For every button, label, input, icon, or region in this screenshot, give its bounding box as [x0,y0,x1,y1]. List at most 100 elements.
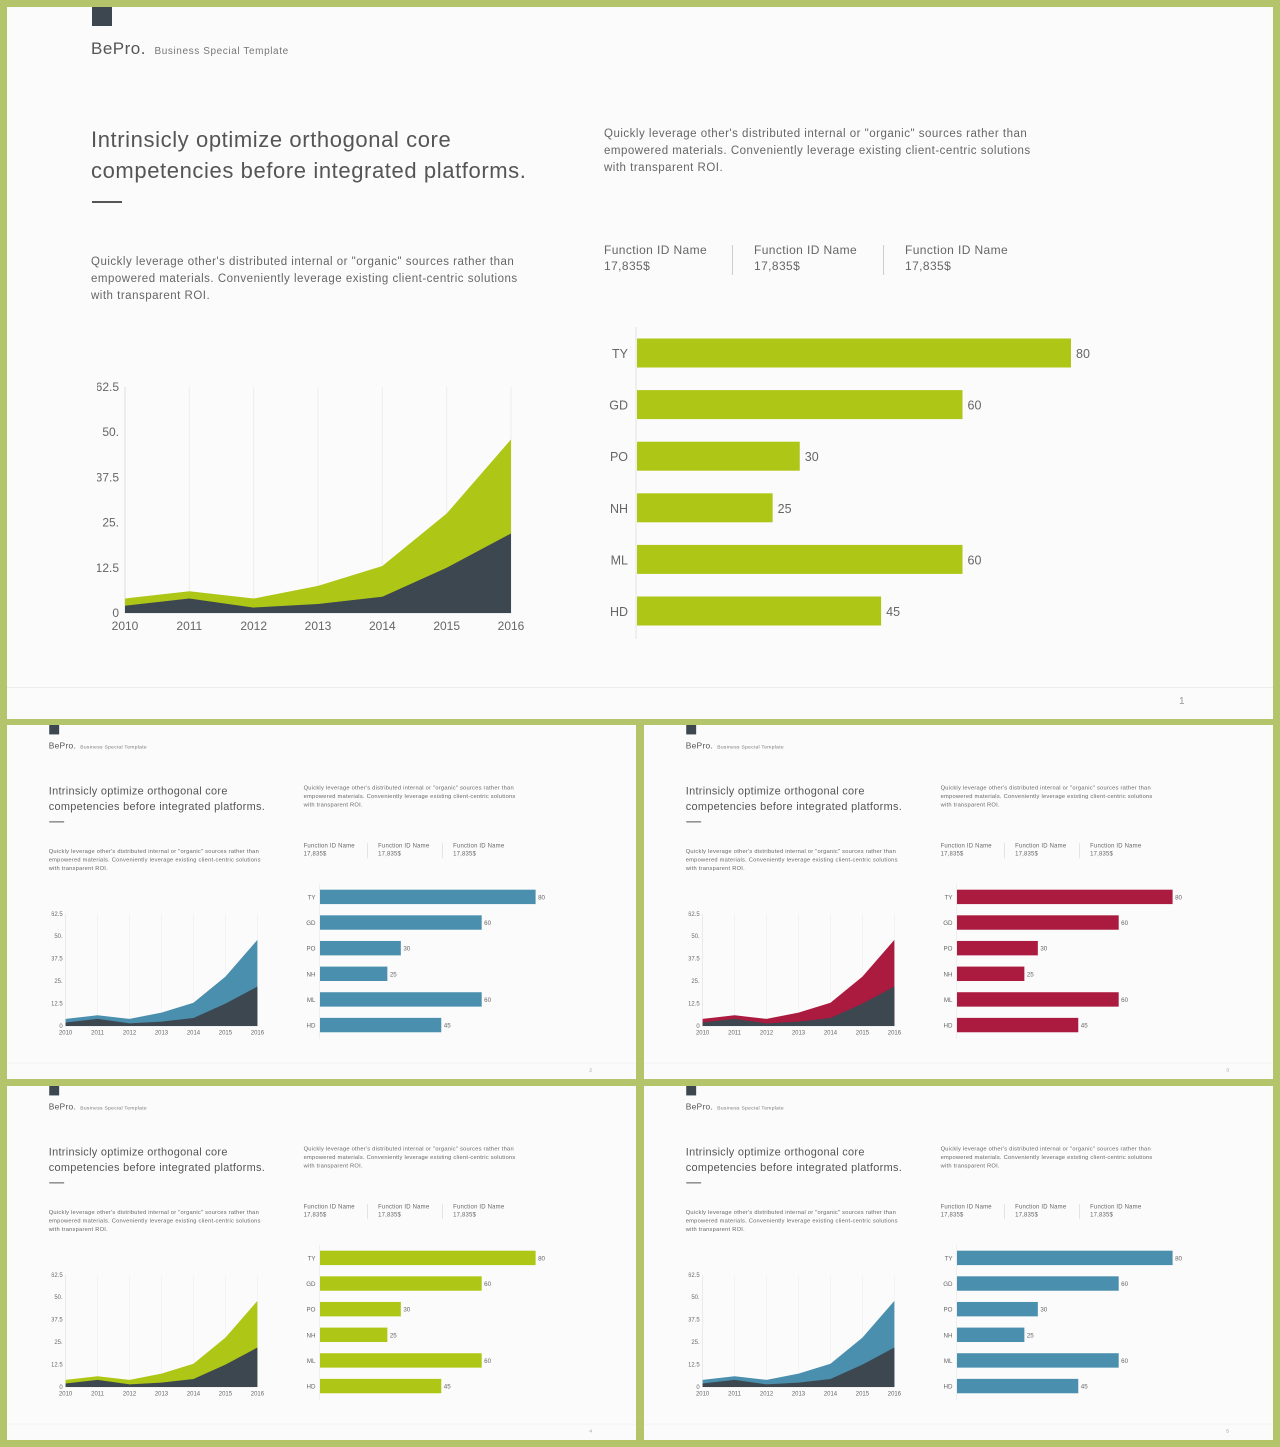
bar-value-label: 25 [1027,971,1034,978]
x-tick-label: 2016 [498,619,525,633]
slide-5[interactable]: BePro. Business Special Template Intrins… [644,1086,1273,1440]
y-tick-label: 0 [59,1024,63,1030]
brand-tagline: Business Special Template [717,744,784,750]
bar [956,889,1173,905]
headline: Intrinsicly optimize orthogonal core com… [685,1145,903,1174]
x-tick-label: 2013 [305,619,332,633]
top-text: Quickly leverage other's distributed int… [604,128,1031,174]
stat-item: Function ID Name 17,835$ [453,1203,504,1219]
bar [319,1250,536,1266]
brand-tagline: Business Special Template [717,1105,784,1111]
x-tick-label: 2010 [696,1031,710,1037]
bar-category-label: TY [612,347,629,361]
brand-name: BePro. [685,1101,714,1112]
bar [956,1017,1079,1033]
bar [319,915,482,930]
bar-category-label: NH [610,502,628,516]
bar [956,1301,1038,1317]
x-tick-label: 2016 [251,1031,265,1037]
slide-2[interactable]: BePro. Business Special Template Intrins… [7,725,636,1079]
stat-value: 17,835$ [604,259,651,273]
bar-value-label: 45 [444,1384,451,1391]
x-tick-label: 2010 [59,1031,73,1037]
stat-item: Function ID Name 17,835$ [1015,1203,1066,1219]
stat-value: 17,835$ [453,1211,477,1219]
brand: BePro. Business Special Template [49,741,147,751]
brand-name: BePro. [48,740,77,751]
bar-category-label: NH [944,971,953,978]
y-tick-label: 12.5 [689,1002,701,1008]
bar-category-label: TY [945,894,953,901]
x-tick-label: 2014 [824,1392,838,1398]
bar-value-label: 80 [538,894,545,901]
slide-4[interactable]: BePro. Business Special Template Intrins… [7,1086,636,1440]
bar [956,1276,1119,1291]
bar-value-label: 80 [1175,1255,1182,1262]
x-tick-label: 2013 [792,1031,806,1037]
stat-item: Function ID Name 17,835$ [304,842,355,858]
bar [956,1353,1119,1368]
x-tick-label: 2015 [219,1031,233,1037]
y-tick-label: 12.5 [52,1002,64,1008]
bar-category-label: PO [944,1307,953,1314]
bar-value-label: 45 [886,605,900,619]
footer-divider [7,687,1273,688]
stat-label: Function ID Name [905,243,1009,257]
y-tick-label: 0 [696,1385,700,1391]
bar-value-label: 30 [403,946,410,953]
bar-category-label: GD [943,1281,953,1288]
logo-square [92,7,112,26]
brand-tagline: Business Special Template [80,1105,147,1111]
area-series-lower [125,533,511,613]
area-series-upper [65,1300,258,1388]
bar-value-label: 45 [1081,1023,1088,1030]
stat-label: Function ID Name [453,1203,505,1211]
headline-divider [686,1182,702,1184]
x-tick-label: 2012 [123,1031,137,1037]
x-tick-label: 2011 [728,1392,741,1398]
slide-1[interactable]: BePro. Business Special Template Intrins… [7,7,1273,719]
bar-category-label: HD [944,1023,953,1030]
y-tick-label: 50. [691,1295,700,1301]
intro-text: Quickly leverage other's distributed int… [685,1209,898,1233]
slide-content: BePro. Business Special Template Intrins… [644,725,1273,1079]
stat-value: 17,835$ [905,259,952,273]
bar-category-label: TY [308,894,316,901]
y-tick-label: 62.5 [689,912,701,918]
bar-value-label: 30 [1040,1307,1047,1314]
brand: BePro. Business Special Template [49,1102,147,1112]
bar-value-label: 80 [538,1255,545,1262]
bar-value-label: 60 [484,1358,491,1365]
y-tick-label: 50. [102,425,119,439]
bar [319,940,401,956]
stat-value: 17,835$ [940,850,964,858]
bar-category-label: ML [611,553,628,567]
brand-name: BePro. [685,740,714,751]
slide-3[interactable]: BePro. Business Special Template Intrins… [644,725,1273,1079]
bar [637,596,882,626]
bar-value-label: 25 [390,971,397,978]
stat-item: Function ID Name 17,835$ [378,1203,429,1219]
y-tick-label: 50. [54,934,63,940]
headline: Intrinsicly optimize orthogonal core com… [91,127,527,183]
intro-text: Quickly leverage other's distributed int… [48,1209,261,1233]
page-number: 1 [1179,696,1185,707]
stat-value: 17,835$ [303,850,327,858]
bar-chart: TY 80 GD 60 PO 30 NH 25 ML 60 HD 45 [609,327,1090,639]
area-series-upper [702,1300,895,1388]
x-tick-label: 2011 [91,1031,104,1037]
stat-divider [732,245,733,275]
bar-category-label: HD [307,1023,316,1030]
y-tick-label: 25. [54,1340,63,1346]
bar [956,992,1119,1007]
headline-divider [49,821,65,823]
bar-category-label: GD [609,399,628,413]
top-text: Quickly leverage other's distributed int… [940,1146,1153,1169]
bar [319,1378,442,1394]
y-tick-label: 37.5 [52,957,64,963]
x-tick-label: 2012 [760,1031,774,1037]
slide-content: BePro. Business Special Template Intrins… [7,725,636,1079]
x-tick-label: 2011 [728,1031,741,1037]
stat-label: Function ID Name [303,1203,355,1211]
top-text: Quickly leverage other's distributed int… [940,785,1153,808]
